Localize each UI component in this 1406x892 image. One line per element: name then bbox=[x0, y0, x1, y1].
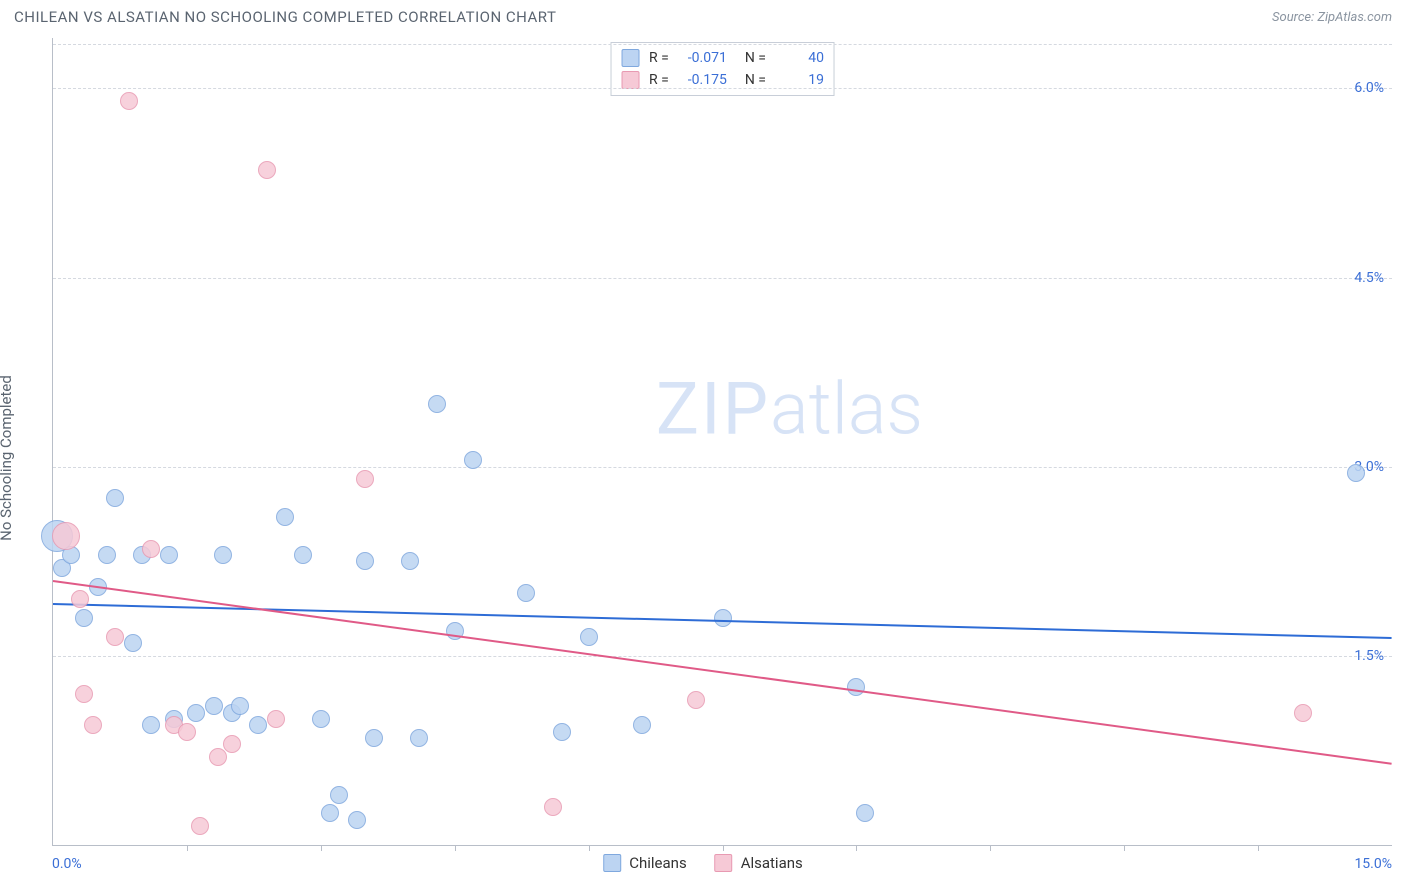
watermark-atlas: atlas bbox=[770, 367, 923, 452]
data-point-alsatians bbox=[142, 540, 160, 558]
gridline bbox=[53, 88, 1392, 89]
data-point-chileans bbox=[75, 609, 93, 627]
data-point-chileans bbox=[249, 716, 267, 734]
data-point-chileans bbox=[580, 628, 598, 646]
x-tick bbox=[455, 845, 456, 851]
gridline bbox=[53, 467, 1392, 468]
y-axis-label: No Schooling Completed bbox=[0, 375, 15, 541]
source-name: ZipAtlas.com bbox=[1317, 10, 1392, 25]
data-point-chileans bbox=[365, 729, 383, 747]
data-point-alsatians bbox=[687, 691, 705, 709]
data-point-alsatians bbox=[356, 470, 374, 488]
data-point-chileans bbox=[160, 546, 178, 564]
data-point-chileans bbox=[276, 508, 294, 526]
chart-container: No Schooling Completed ZIPatlas R =-0.07… bbox=[14, 38, 1392, 878]
x-tick bbox=[723, 845, 724, 851]
scatter-plot: ZIPatlas R =-0.071N =40R =-0.175N =19 1.… bbox=[52, 38, 1392, 846]
watermark: ZIPatlas bbox=[656, 367, 923, 452]
data-point-chileans bbox=[714, 609, 732, 627]
legend-stats-row-chileans: R = -0.071 N = 40 bbox=[621, 47, 824, 69]
gridline bbox=[53, 656, 1392, 657]
data-point-alsatians bbox=[178, 723, 196, 741]
legend-swatch-alsatians bbox=[715, 854, 733, 872]
data-point-chileans bbox=[856, 804, 874, 822]
data-point-alsatians bbox=[120, 92, 138, 110]
legend-swatch-chileans bbox=[603, 854, 621, 872]
x-tick bbox=[1258, 845, 1259, 851]
x-tick bbox=[856, 845, 857, 851]
data-point-chileans bbox=[205, 697, 223, 715]
gridline bbox=[53, 278, 1392, 279]
y-tick-label: 1.5% bbox=[1354, 648, 1384, 664]
data-point-alsatians bbox=[267, 710, 285, 728]
data-point-chileans bbox=[321, 804, 339, 822]
data-point-chileans bbox=[348, 811, 366, 829]
trend-line-alsatians bbox=[53, 580, 1392, 765]
data-point-chileans bbox=[847, 678, 865, 696]
data-point-chileans bbox=[553, 723, 571, 741]
data-point-chileans bbox=[401, 552, 419, 570]
data-point-chileans bbox=[633, 716, 651, 734]
legend-label-alsatians: Alsatians bbox=[741, 854, 803, 872]
legend-swatch-chileans bbox=[621, 49, 639, 67]
data-point-chileans bbox=[464, 451, 482, 469]
r-label: R = bbox=[649, 47, 669, 69]
data-point-chileans bbox=[106, 489, 124, 507]
data-point-chileans bbox=[231, 697, 249, 715]
data-point-chileans bbox=[214, 546, 232, 564]
data-point-chileans bbox=[312, 710, 330, 728]
data-point-chileans bbox=[187, 704, 205, 722]
source-prefix: Source: bbox=[1272, 10, 1317, 25]
legend-item-alsatians: Alsatians bbox=[715, 854, 803, 872]
data-point-alsatians bbox=[106, 628, 124, 646]
x-tick bbox=[990, 845, 991, 851]
data-point-chileans bbox=[294, 546, 312, 564]
data-point-chileans bbox=[330, 786, 348, 804]
legend-swatch-alsatians bbox=[621, 71, 639, 89]
watermark-zip: ZIP bbox=[656, 367, 770, 452]
legend-item-chileans: Chileans bbox=[603, 854, 686, 872]
data-point-chileans bbox=[410, 729, 428, 747]
data-point-chileans bbox=[98, 546, 116, 564]
data-point-chileans bbox=[142, 716, 160, 734]
data-point-alsatians bbox=[52, 522, 80, 550]
gridline bbox=[53, 44, 1392, 45]
data-point-alsatians bbox=[84, 716, 102, 734]
chart-title: CHILEAN VS ALSATIAN NO SCHOOLING COMPLET… bbox=[14, 8, 556, 26]
data-point-alsatians bbox=[223, 735, 241, 753]
data-point-chileans bbox=[428, 395, 446, 413]
n-value-chileans: 40 bbox=[776, 47, 824, 69]
x-axis-min-label: 0.0% bbox=[52, 856, 82, 872]
data-point-chileans bbox=[356, 552, 374, 570]
r-value-chileans: -0.071 bbox=[679, 47, 727, 69]
y-tick-label: 4.5% bbox=[1354, 270, 1384, 286]
n-label: N = bbox=[745, 47, 766, 69]
data-point-chileans bbox=[517, 584, 535, 602]
x-tick bbox=[321, 845, 322, 851]
legend-label-chileans: Chileans bbox=[629, 854, 686, 872]
data-point-alsatians bbox=[1294, 704, 1312, 722]
x-tick bbox=[187, 845, 188, 851]
data-point-chileans bbox=[124, 634, 142, 652]
x-tick bbox=[1124, 845, 1125, 851]
data-point-chileans bbox=[1347, 464, 1365, 482]
data-point-alsatians bbox=[75, 685, 93, 703]
y-tick-label: 6.0% bbox=[1354, 80, 1384, 96]
x-axis-max-label: 15.0% bbox=[1354, 856, 1392, 872]
series-legend: Chileans Alsatians bbox=[603, 854, 803, 872]
source-attribution: Source: ZipAtlas.com bbox=[1272, 10, 1392, 25]
data-point-alsatians bbox=[191, 817, 209, 835]
x-tick bbox=[589, 845, 590, 851]
data-point-alsatians bbox=[258, 161, 276, 179]
data-point-alsatians bbox=[71, 590, 89, 608]
data-point-alsatians bbox=[544, 798, 562, 816]
